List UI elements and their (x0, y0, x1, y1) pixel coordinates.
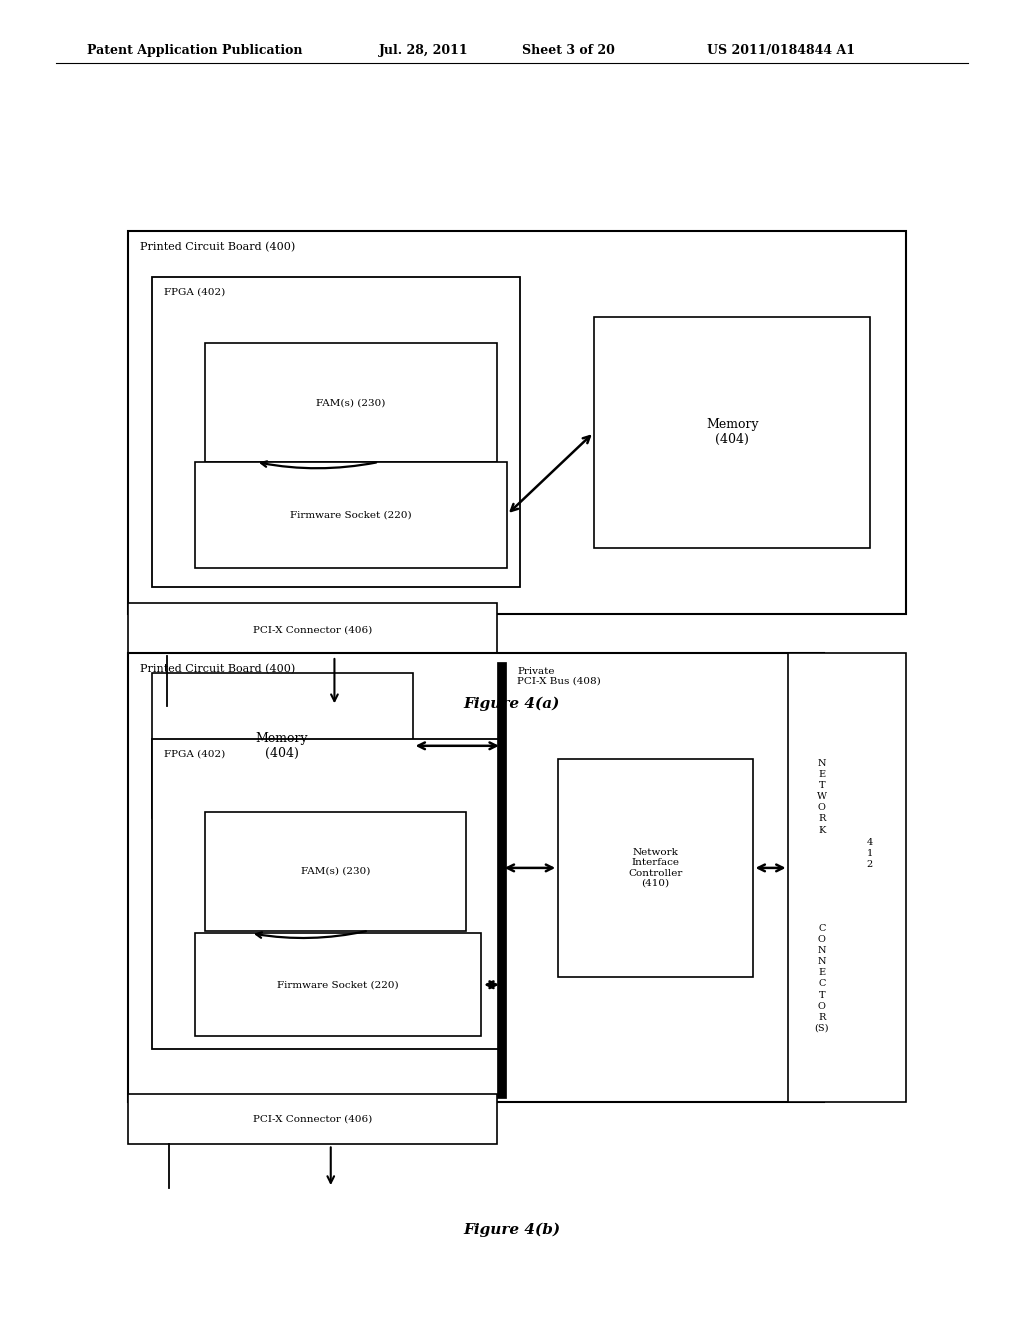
FancyBboxPatch shape (594, 317, 870, 548)
Text: PCI-X Connector (406): PCI-X Connector (406) (253, 1115, 372, 1123)
Text: Memory
(404): Memory (404) (706, 418, 759, 446)
FancyBboxPatch shape (205, 343, 497, 462)
Text: Network
Interface
Controller
(410): Network Interface Controller (410) (628, 847, 683, 888)
FancyBboxPatch shape (152, 739, 500, 1049)
Text: Firmware Socket (220): Firmware Socket (220) (278, 981, 398, 989)
FancyBboxPatch shape (128, 603, 497, 656)
Text: N
E
T
W
O
R
K: N E T W O R K (817, 759, 826, 834)
Text: Printed Circuit Board (400): Printed Circuit Board (400) (140, 664, 296, 675)
Text: Printed Circuit Board (400): Printed Circuit Board (400) (140, 242, 296, 252)
Text: Figure 4(b): Figure 4(b) (464, 1224, 560, 1237)
FancyBboxPatch shape (128, 231, 906, 614)
FancyBboxPatch shape (195, 933, 481, 1036)
Text: FAM(s) (230): FAM(s) (230) (301, 867, 370, 875)
FancyBboxPatch shape (195, 462, 507, 568)
Text: FPGA (402): FPGA (402) (164, 750, 225, 759)
FancyBboxPatch shape (205, 812, 466, 931)
Text: Sheet 3 of 20: Sheet 3 of 20 (522, 44, 615, 57)
Text: C
O
N
N
E
C
T
O
R
(S): C O N N E C T O R (S) (814, 924, 829, 1032)
FancyBboxPatch shape (128, 653, 824, 1102)
FancyBboxPatch shape (152, 673, 413, 818)
Text: US 2011/0184844 A1: US 2011/0184844 A1 (707, 44, 855, 57)
Text: Jul. 28, 2011: Jul. 28, 2011 (379, 44, 469, 57)
Text: Firmware Socket (220): Firmware Socket (220) (290, 511, 412, 519)
Text: 4
1
2: 4 1 2 (866, 838, 873, 870)
Text: PCI-X Connector (406): PCI-X Connector (406) (253, 626, 372, 634)
Text: FAM(s) (230): FAM(s) (230) (316, 399, 385, 407)
Text: Private
PCI-X Bus (408): Private PCI-X Bus (408) (517, 667, 601, 686)
Text: Patent Application Publication: Patent Application Publication (87, 44, 302, 57)
FancyBboxPatch shape (558, 759, 753, 977)
Text: FPGA (402): FPGA (402) (164, 288, 225, 297)
FancyBboxPatch shape (128, 1094, 497, 1144)
Text: Memory
(404): Memory (404) (256, 731, 308, 760)
FancyBboxPatch shape (152, 277, 520, 587)
Text: Figure 4(a): Figure 4(a) (464, 697, 560, 710)
FancyBboxPatch shape (788, 653, 906, 1102)
